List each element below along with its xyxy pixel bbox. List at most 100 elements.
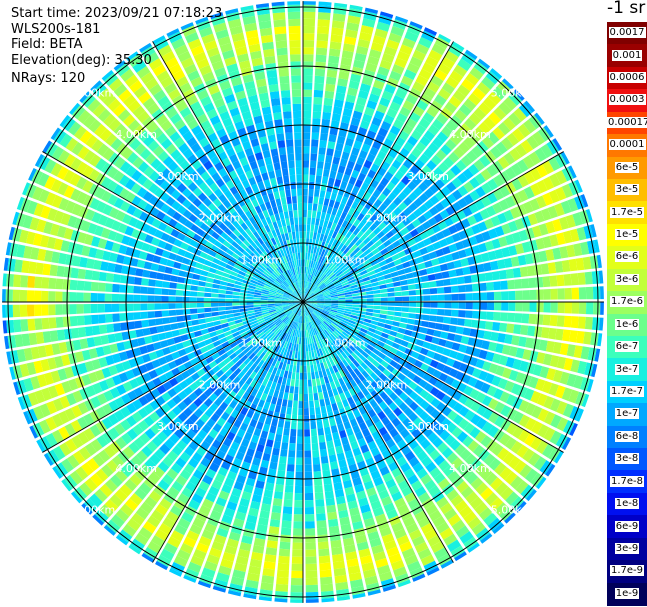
ray-cell [159, 498, 172, 510]
ray-cell [271, 325, 278, 333]
ray-cell [371, 316, 380, 322]
ray-cell [430, 154, 442, 166]
ray-cell [361, 561, 375, 572]
ray-cell [505, 268, 515, 279]
ray-cell [41, 387, 52, 401]
ray-cell [344, 213, 352, 222]
ray-cell [332, 156, 341, 165]
ray-cell [382, 432, 392, 443]
ray-cell [260, 304, 268, 307]
ray-cell [131, 512, 145, 526]
ray-cell [360, 245, 369, 253]
ray-cell [311, 210, 317, 218]
ray-cell [426, 566, 440, 576]
ray-cell [277, 289, 284, 294]
ray-cell [570, 359, 581, 373]
ray-cell [252, 544, 265, 554]
ray-cell [338, 361, 346, 370]
ray-cell [114, 264, 123, 274]
ray-cell [508, 112, 522, 127]
ray-cell [308, 292, 314, 298]
ray-cell [317, 527, 328, 536]
ray-cell [165, 196, 176, 207]
ray-cell [287, 457, 295, 465]
ray-cell [307, 274, 311, 282]
ray-cell [385, 230, 395, 239]
ray-cell [398, 382, 408, 392]
ray-cell [13, 381, 21, 395]
ray-cell [183, 463, 196, 475]
ray-cell [417, 214, 427, 224]
ray-cell [137, 337, 146, 346]
ray-cell [235, 182, 245, 192]
ray-cell [535, 314, 544, 325]
ray-cell [363, 236, 371, 245]
ray-cell [190, 76, 203, 88]
ray-cell [245, 325, 253, 331]
ray-cell [209, 547, 223, 558]
ray-cell [339, 158, 348, 167]
ray-cell [326, 317, 333, 323]
ray-cell [114, 232, 124, 243]
ray-cell [215, 29, 229, 40]
ray-cell [367, 55, 380, 66]
ray-cell [418, 492, 431, 504]
ray-cell [147, 140, 160, 152]
ray-cell [343, 204, 351, 214]
ray-cell [58, 426, 71, 441]
ray-cell [264, 241, 271, 249]
ray-cell [437, 302, 445, 309]
ray-cell [103, 524, 116, 536]
ray-cell [148, 369, 158, 380]
ray-cell [161, 414, 172, 426]
ray-cell [421, 456, 433, 467]
ray-cell [419, 389, 430, 399]
ray-cell [355, 238, 363, 247]
ray-cell [393, 258, 402, 266]
ray-cell [63, 169, 75, 184]
ray-cell [320, 183, 327, 191]
ray-cell [470, 401, 481, 413]
ray-cell [366, 308, 374, 313]
ray-cell [336, 135, 346, 145]
ray-cell [394, 497, 406, 509]
ray-cell [492, 522, 505, 535]
ray-cell [295, 322, 299, 330]
ray-cell [76, 315, 85, 326]
ray-cell [335, 416, 343, 425]
ray-cell [208, 485, 220, 497]
ray-cell [294, 274, 298, 282]
ray-cell [363, 280, 372, 285]
ray-cell [463, 422, 475, 435]
ray-cell [429, 467, 442, 479]
ray-cell [373, 551, 387, 562]
ray-cell [97, 108, 111, 122]
ray-cell [260, 430, 269, 439]
ray-cell [527, 325, 536, 337]
ray-cell [37, 172, 50, 187]
ray-cell [513, 89, 525, 101]
ray-cell [112, 273, 121, 283]
ray-cell [402, 261, 411, 269]
ray-cell [402, 124, 414, 135]
ray-cell [303, 238, 306, 246]
ray-cell [281, 315, 288, 321]
ray-cell [494, 225, 505, 237]
ray-cell [350, 287, 359, 292]
ray-cell [317, 19, 330, 28]
ray-cell [151, 218, 162, 229]
ray-cell [308, 293, 315, 299]
ray-cell [297, 308, 301, 316]
ray-cell [272, 221, 279, 230]
ray-cell [255, 480, 265, 489]
ray-cell [325, 318, 332, 325]
ray-cell [256, 421, 264, 430]
ray-cell [347, 87, 358, 97]
ray-cell [503, 152, 516, 166]
ray-cell [193, 397, 203, 408]
ray-cell [370, 163, 380, 173]
ray-cell [184, 278, 192, 285]
ray-cell [138, 526, 153, 540]
ray-cell [353, 368, 361, 376]
ray-cell [408, 307, 417, 313]
